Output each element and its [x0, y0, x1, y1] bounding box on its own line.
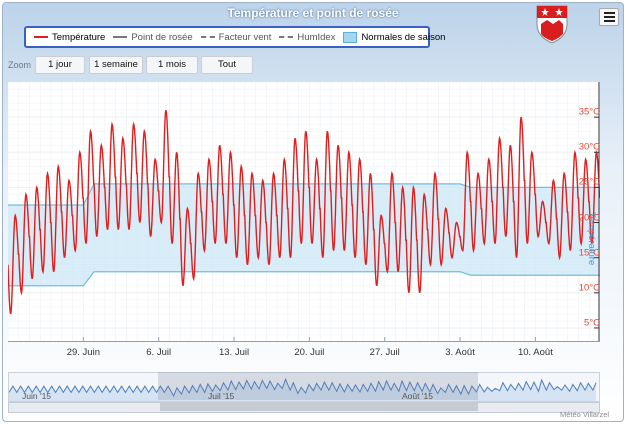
legend-item-season-normals[interactable]: Normales de saison: [343, 31, 446, 43]
legend-dash-icon: [279, 36, 294, 38]
legend-item-temperature[interactable]: Température: [34, 32, 105, 43]
hamburger-menu-icon: [603, 12, 615, 14]
legend-item-dewpoint[interactable]: Point de rosée: [113, 31, 193, 43]
legend-label: HumIdex: [297, 31, 336, 43]
x-tick-label: 3. Août: [445, 347, 475, 358]
x-tick-label: 20. Juil: [294, 347, 325, 358]
chart-title: Température et point de rosée: [227, 6, 399, 20]
navigator-label-july: Juil '15: [208, 391, 235, 401]
zoom-label: Zoom: [8, 60, 32, 70]
navigator-area: [9, 379, 597, 401]
x-tick-label: 10. Août: [517, 347, 553, 358]
legend-line-icon: [34, 36, 48, 38]
hamburger-menu-icon-bar: [603, 20, 615, 22]
temperature-chart[interactable]: [7, 81, 601, 343]
navigator-label-august: Août '15: [402, 391, 433, 401]
legend-line-icon: [113, 36, 128, 38]
season-normals-upper-line: [8, 183, 600, 206]
legend-item-humidex[interactable]: HumIdex: [279, 32, 335, 43]
legend-label: Température: [52, 31, 106, 43]
chart-legend: Température Point de rosée Facteur vent …: [24, 26, 445, 48]
x-tick-label: 27. Juil: [369, 347, 400, 358]
zoom-1-day-button[interactable]: 1 jour: [35, 56, 85, 74]
navigator-series: [8, 377, 597, 401]
navigator-line: [8, 377, 597, 398]
season-normals-lower-line: [8, 271, 600, 287]
credit-text: Météo Villarzel: [560, 410, 610, 419]
legend-item-wind-chill[interactable]: Facteur vent: [200, 31, 272, 43]
zoom-all-button[interactable]: Tout: [201, 56, 253, 74]
y-tick-label: 35°C: [578, 106, 600, 118]
y-tick-label: 25°C: [578, 176, 600, 188]
y-tick-label: 5°C: [584, 317, 600, 329]
hamburger-menu-icon-bar: [603, 16, 615, 18]
plot-area: [7, 81, 601, 343]
legend-box-icon: [343, 31, 358, 43]
legend-label: Normales de saison: [361, 31, 446, 43]
x-tick-label: 6. Juil: [146, 347, 172, 358]
chart-menu-button[interactable]: [599, 8, 619, 26]
navigator-label-june: Juin '15: [22, 391, 52, 401]
legend-label: Point de rosée: [131, 31, 193, 43]
y-tick-label: 30°C: [578, 141, 600, 153]
zoom-1-month-button[interactable]: 1 mois: [146, 56, 198, 74]
x-tick-label: 13. Juil: [218, 347, 250, 358]
y-tick-label: 10°C: [578, 282, 600, 294]
navigator-selection[interactable]: [158, 372, 478, 400]
y-tick-label: 20°C: [578, 212, 600, 224]
navigator[interactable]: [8, 372, 600, 402]
x-tick-label: 29. Juin: [66, 347, 100, 358]
legend-label: Facteur vent: [218, 31, 272, 43]
y-tick-label: 15°C: [578, 247, 600, 259]
scrollbar-thumb[interactable]: [160, 402, 478, 411]
y-axis-title: Température: [586, 212, 597, 266]
coat-of-arms-icon: [535, 4, 569, 49]
legend-dash-icon: [200, 36, 215, 38]
temperature-line: [7, 109, 601, 315]
zoom-1-week-button[interactable]: 1 semaine: [89, 56, 143, 74]
season-normals-band: [8, 183, 600, 286]
